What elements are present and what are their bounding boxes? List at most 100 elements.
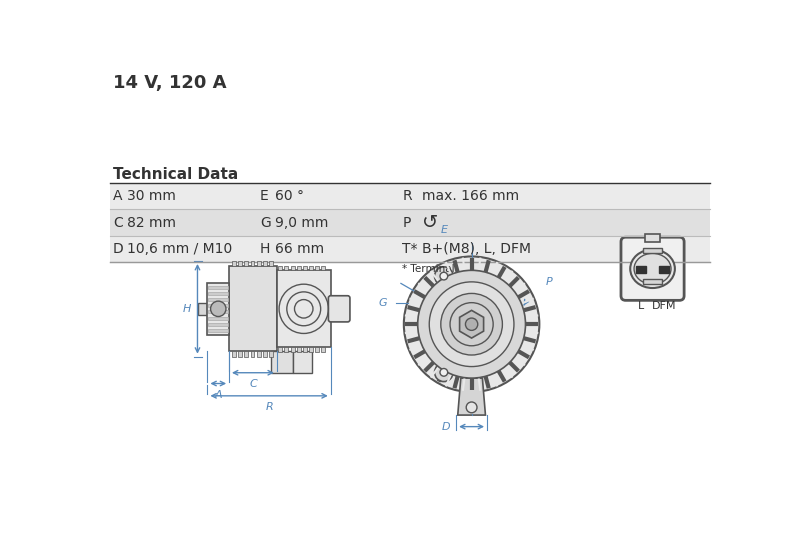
Bar <box>322 265 326 270</box>
Bar <box>198 303 207 315</box>
FancyBboxPatch shape <box>328 296 350 322</box>
Text: R: R <box>266 402 273 412</box>
Circle shape <box>404 256 539 392</box>
Text: A: A <box>214 390 222 400</box>
Circle shape <box>430 282 514 367</box>
Bar <box>257 351 261 357</box>
Text: 82 mm: 82 mm <box>126 215 176 230</box>
Bar <box>290 348 294 352</box>
Ellipse shape <box>630 249 675 288</box>
Bar <box>322 348 326 352</box>
Bar <box>309 265 313 270</box>
Text: A: A <box>113 189 122 204</box>
Bar <box>315 348 319 352</box>
Bar <box>229 266 277 351</box>
Text: E: E <box>260 189 269 204</box>
Ellipse shape <box>634 253 671 284</box>
Bar <box>208 322 228 326</box>
Bar <box>208 286 228 289</box>
Text: C: C <box>113 215 122 230</box>
Text: DFM: DFM <box>652 301 676 311</box>
Bar <box>257 261 261 266</box>
Circle shape <box>434 267 453 285</box>
Circle shape <box>440 272 448 280</box>
Text: 60 °: 60 ° <box>275 189 304 204</box>
Bar <box>293 351 312 373</box>
Bar <box>245 261 248 266</box>
Text: H: H <box>183 304 191 314</box>
Text: D: D <box>442 422 450 432</box>
Bar <box>278 348 282 352</box>
Bar <box>269 351 273 357</box>
Bar <box>208 298 228 301</box>
Bar <box>263 261 266 266</box>
Bar <box>303 348 307 352</box>
Bar <box>303 265 307 270</box>
Text: P: P <box>546 277 552 287</box>
Bar <box>208 329 228 332</box>
Text: 30 mm: 30 mm <box>126 189 175 204</box>
Bar <box>643 279 662 284</box>
Bar <box>285 265 288 270</box>
Text: R: R <box>402 189 412 204</box>
Text: D: D <box>113 242 123 256</box>
Bar <box>110 236 710 262</box>
Text: * Terminal: * Terminal <box>402 264 455 274</box>
Bar <box>285 348 288 352</box>
Text: ↺: ↺ <box>422 213 438 232</box>
Bar <box>315 265 319 270</box>
FancyBboxPatch shape <box>621 237 684 301</box>
Text: 14 V, 120 A: 14 V, 120 A <box>113 74 226 92</box>
Bar <box>645 234 660 242</box>
Text: T*: T* <box>402 242 418 256</box>
Bar <box>232 351 236 357</box>
Polygon shape <box>458 378 486 415</box>
Text: 10,6 mm / M10: 10,6 mm / M10 <box>126 242 232 256</box>
Bar <box>297 265 301 270</box>
Circle shape <box>434 363 453 382</box>
Bar <box>297 348 301 352</box>
Bar <box>643 248 662 253</box>
Bar <box>208 317 228 320</box>
Bar <box>245 351 248 357</box>
Text: 9,0 mm: 9,0 mm <box>275 215 329 230</box>
Text: B+(M8), L, DFM: B+(M8), L, DFM <box>422 242 530 256</box>
Circle shape <box>440 368 448 376</box>
Polygon shape <box>459 310 484 338</box>
Bar <box>250 261 254 266</box>
Text: 66 mm: 66 mm <box>275 242 324 256</box>
Text: C: C <box>249 379 257 389</box>
Text: G: G <box>378 297 387 308</box>
Text: H: H <box>260 242 270 256</box>
Circle shape <box>466 402 477 413</box>
Bar <box>208 304 228 308</box>
Bar <box>278 265 282 270</box>
Circle shape <box>466 318 478 330</box>
Bar <box>232 261 236 266</box>
Text: L: L <box>638 301 644 311</box>
Bar <box>238 351 242 357</box>
Bar <box>207 282 229 335</box>
Bar <box>238 261 242 266</box>
Text: G: G <box>260 215 270 230</box>
Bar <box>277 270 330 348</box>
Circle shape <box>418 270 526 378</box>
Text: max. 166 mm: max. 166 mm <box>422 189 518 204</box>
Bar <box>250 351 254 357</box>
Bar <box>658 265 670 273</box>
Bar <box>636 265 646 273</box>
Circle shape <box>441 294 502 355</box>
Bar <box>208 310 228 313</box>
Bar <box>309 348 313 352</box>
Bar <box>110 209 710 236</box>
Text: Technical Data: Technical Data <box>113 167 238 182</box>
Bar <box>271 351 293 373</box>
Text: E: E <box>441 225 448 235</box>
Circle shape <box>210 301 226 317</box>
Bar <box>110 183 710 209</box>
Circle shape <box>450 303 493 346</box>
Text: P: P <box>402 215 410 230</box>
Bar <box>263 351 266 357</box>
Bar <box>208 292 228 295</box>
Bar <box>290 265 294 270</box>
